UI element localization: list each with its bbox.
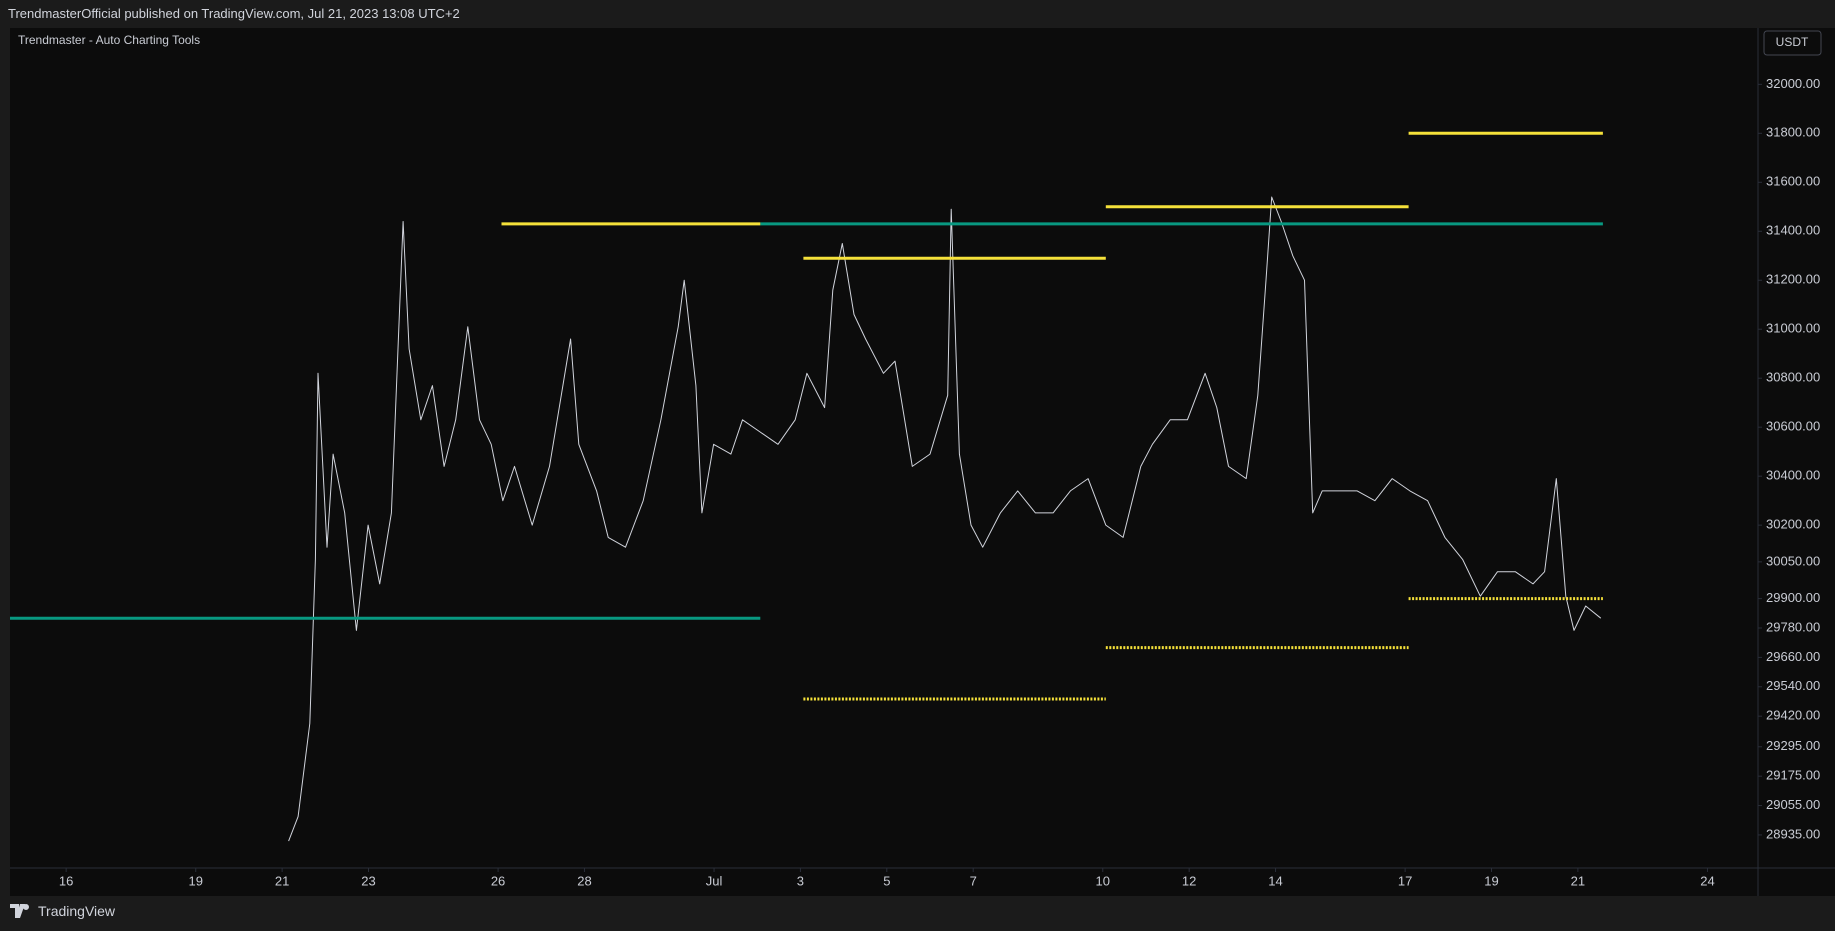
currency-label: USDT bbox=[1776, 35, 1809, 49]
x-tick-label: 17 bbox=[1398, 873, 1412, 888]
x-tick-label: 19 bbox=[188, 873, 202, 888]
y-tick-label: 32000.00 bbox=[1766, 76, 1820, 91]
x-tick-label: 21 bbox=[275, 873, 289, 888]
indicator-title: Trendmaster - Auto Charting Tools bbox=[18, 33, 200, 47]
x-tick-label: 14 bbox=[1268, 873, 1282, 888]
y-tick-label: 29175.00 bbox=[1766, 768, 1820, 783]
y-tick-label: 29780.00 bbox=[1766, 619, 1820, 634]
currency-badge bbox=[1763, 30, 1822, 56]
brand: TradingView bbox=[38, 903, 116, 919]
x-tick-label: 23 bbox=[361, 873, 375, 888]
y-tick-label: 28935.00 bbox=[1766, 826, 1820, 841]
time-axis bbox=[10, 868, 1758, 896]
publish-info: TrendmasterOfficial published on Trading… bbox=[8, 6, 460, 21]
x-tick-label: 7 bbox=[970, 873, 977, 888]
x-tick-label: 5 bbox=[883, 873, 890, 888]
y-tick-label: 29540.00 bbox=[1766, 678, 1820, 693]
x-tick-label: 24 bbox=[1700, 873, 1714, 888]
x-tick-label: 3 bbox=[797, 873, 804, 888]
y-tick-label: 29900.00 bbox=[1766, 590, 1820, 605]
y-tick-label: 31600.00 bbox=[1766, 174, 1820, 189]
y-tick-label: 31000.00 bbox=[1766, 321, 1820, 336]
chart-pane bbox=[10, 28, 1758, 868]
y-tick-label: 30600.00 bbox=[1766, 419, 1820, 434]
x-tick-label: 26 bbox=[491, 873, 505, 888]
x-tick-label: 10 bbox=[1096, 873, 1110, 888]
plot: 32000.00 31800.00 31600.00 31400.00 31200.00… bbox=[10, 76, 1820, 888]
y-tick-label: 31400.00 bbox=[1766, 223, 1820, 238]
x-tick-label: Jul bbox=[706, 873, 723, 888]
y-tick-label: 29055.00 bbox=[1766, 797, 1820, 812]
x-tick-label: 12 bbox=[1182, 873, 1196, 888]
price-axis bbox=[1758, 28, 1835, 896]
footer: TradingView bbox=[10, 903, 115, 919]
y-tick-label: 30200.00 bbox=[1766, 517, 1820, 532]
y-tick-label: 29420.00 bbox=[1766, 708, 1820, 723]
y-tick-label: 31800.00 bbox=[1766, 125, 1820, 140]
y-tick-label: 29295.00 bbox=[1766, 738, 1820, 753]
y-tick-label: 31200.00 bbox=[1766, 272, 1820, 287]
x-tick-label: 16 bbox=[59, 873, 73, 888]
y-tick-label: 30050.00 bbox=[1766, 553, 1820, 568]
y-tick-label: 29660.00 bbox=[1766, 649, 1820, 664]
x-tick-label: 28 bbox=[577, 873, 591, 888]
x-tick-label: 21 bbox=[1571, 873, 1585, 888]
y-tick-label: 30800.00 bbox=[1766, 370, 1820, 385]
y-tick-label: 30400.00 bbox=[1766, 468, 1820, 483]
price-line bbox=[288, 196, 1602, 842]
logo bbox=[10, 904, 29, 918]
x-tick-label: 19 bbox=[1484, 873, 1498, 888]
